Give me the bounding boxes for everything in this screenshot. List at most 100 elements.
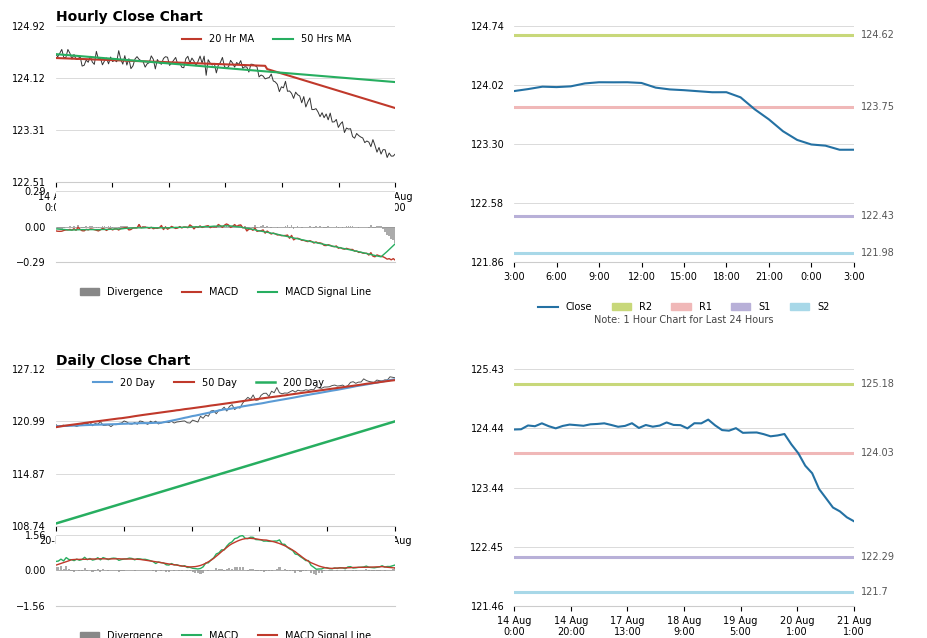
Bar	[215, 568, 217, 570]
Bar	[293, 227, 294, 229]
Bar	[341, 227, 343, 228]
Bar	[102, 569, 104, 570]
Bar	[227, 226, 229, 227]
Bar	[92, 570, 94, 572]
Bar	[344, 570, 346, 572]
Bar	[374, 227, 375, 228]
Bar	[99, 570, 101, 572]
Bar	[97, 227, 99, 228]
Bar	[73, 570, 75, 572]
Legend: 20 Hr MA, 50 Hrs MA: 20 Hr MA, 50 Hrs MA	[178, 31, 354, 48]
Bar	[189, 225, 191, 227]
Bar	[201, 227, 203, 228]
Bar	[288, 227, 290, 228]
Bar	[217, 225, 219, 227]
Bar	[199, 570, 201, 574]
Bar	[256, 227, 258, 228]
Bar	[252, 569, 254, 570]
Bar	[215, 227, 217, 228]
Bar	[164, 226, 166, 227]
Bar	[240, 225, 241, 227]
Bar	[375, 226, 377, 227]
Bar	[391, 568, 393, 570]
Bar	[288, 570, 291, 571]
Text: 121.7: 121.7	[859, 587, 887, 597]
Bar	[118, 227, 120, 228]
Text: 124.03: 124.03	[859, 448, 894, 457]
Bar	[197, 570, 198, 574]
Bar	[55, 227, 57, 229]
Bar	[138, 224, 140, 227]
Bar	[152, 227, 154, 228]
Bar	[294, 570, 296, 573]
Bar	[278, 567, 280, 570]
Bar	[102, 226, 103, 227]
Bar	[118, 570, 120, 572]
Bar	[388, 227, 389, 236]
Text: 121.98: 121.98	[859, 248, 894, 258]
Bar	[248, 227, 249, 228]
Bar	[249, 569, 251, 570]
Bar	[162, 227, 164, 228]
Bar	[270, 227, 272, 228]
Legend: 20 Day, 50 Day, 200 Day: 20 Day, 50 Day, 200 Day	[89, 374, 327, 392]
Bar	[309, 226, 311, 227]
Bar	[225, 225, 227, 227]
Text: Daily Close Chart: Daily Close Chart	[56, 354, 190, 368]
Bar	[191, 570, 194, 572]
Bar	[386, 227, 387, 235]
Bar	[148, 227, 150, 228]
Text: 125.18: 125.18	[859, 379, 894, 389]
Bar	[179, 226, 181, 227]
Bar	[124, 226, 125, 227]
Bar	[83, 227, 85, 228]
Bar	[78, 570, 81, 572]
Bar	[82, 227, 83, 228]
Bar	[96, 569, 99, 570]
Bar	[165, 570, 167, 572]
Bar	[299, 570, 301, 572]
Bar	[297, 570, 298, 571]
Bar	[325, 227, 326, 228]
Bar	[351, 226, 353, 227]
Bar	[186, 570, 188, 571]
Text: Note: 1 Hour Chart for Last 24 Hours: Note: 1 Hour Chart for Last 24 Hours	[593, 315, 773, 325]
Bar	[171, 226, 172, 227]
Bar	[218, 569, 220, 570]
Bar	[128, 227, 130, 228]
Bar	[241, 567, 244, 570]
Bar	[237, 225, 239, 227]
Bar	[345, 226, 347, 227]
Bar	[312, 227, 314, 228]
Bar	[63, 227, 65, 228]
Bar	[194, 570, 196, 572]
Bar	[266, 226, 268, 227]
Bar	[60, 566, 62, 570]
Bar	[202, 570, 204, 573]
Bar	[246, 227, 248, 230]
Bar	[61, 227, 62, 228]
Bar	[238, 567, 241, 570]
Bar	[223, 226, 225, 227]
Bar	[62, 569, 65, 570]
Bar	[372, 227, 374, 228]
Bar	[167, 227, 168, 228]
Bar	[221, 568, 222, 570]
Bar	[275, 569, 277, 570]
Bar	[315, 226, 316, 227]
Bar	[207, 226, 209, 227]
Bar	[160, 225, 162, 227]
Bar	[262, 570, 264, 572]
Text: 123.75: 123.75	[859, 102, 894, 112]
Bar	[225, 569, 228, 570]
Bar	[252, 227, 253, 228]
Bar	[319, 226, 321, 227]
Bar	[262, 225, 263, 227]
Bar	[264, 227, 266, 228]
Bar	[193, 227, 195, 229]
Bar	[68, 569, 70, 570]
Bar	[286, 225, 288, 227]
Bar	[222, 227, 223, 228]
Bar	[276, 227, 278, 228]
Bar	[254, 225, 256, 227]
